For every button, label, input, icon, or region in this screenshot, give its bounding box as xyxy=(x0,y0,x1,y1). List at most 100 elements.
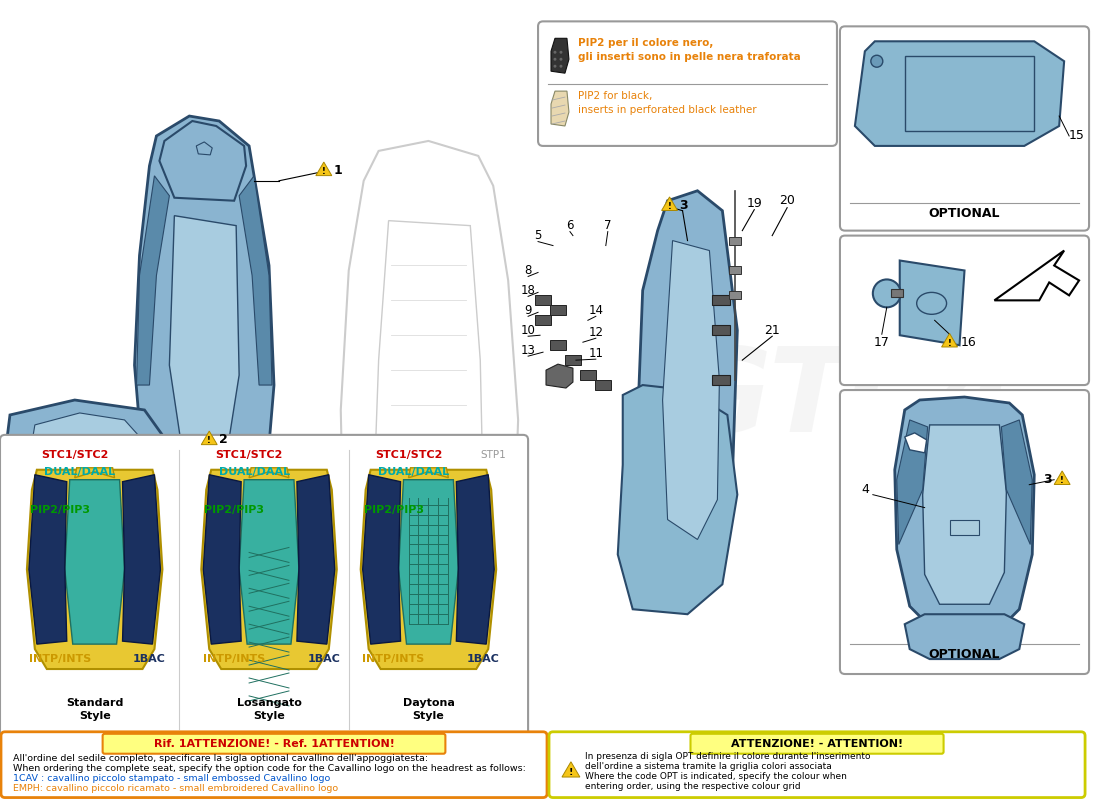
Text: 3: 3 xyxy=(680,199,689,212)
Polygon shape xyxy=(942,334,957,347)
Bar xyxy=(595,380,610,390)
Polygon shape xyxy=(201,431,217,445)
Bar xyxy=(565,355,581,365)
Text: Rif. 1ATTENZIONE! - Ref. 1ATTENTION!: Rif. 1ATTENZIONE! - Ref. 1ATTENTION! xyxy=(154,738,395,749)
FancyBboxPatch shape xyxy=(0,435,528,744)
Bar xyxy=(550,340,565,350)
Polygon shape xyxy=(855,42,1064,146)
Bar xyxy=(891,290,903,298)
Circle shape xyxy=(553,58,557,61)
Polygon shape xyxy=(361,470,496,669)
Bar xyxy=(729,266,741,274)
Polygon shape xyxy=(546,364,573,388)
Text: STC1/STC2: STC1/STC2 xyxy=(216,450,283,460)
Polygon shape xyxy=(923,425,1006,604)
Text: STC1/STC2: STC1/STC2 xyxy=(375,450,442,460)
FancyBboxPatch shape xyxy=(840,26,1089,230)
Text: Standard
Style: Standard Style xyxy=(66,698,123,721)
Polygon shape xyxy=(201,470,337,669)
Text: 1BAC: 1BAC xyxy=(307,654,340,664)
Text: INTP/INTS: INTP/INTS xyxy=(29,654,91,664)
Text: 12: 12 xyxy=(588,326,603,338)
Text: 18: 18 xyxy=(520,284,536,297)
Text: 1CAV : cavallino piccolo stampato - small embossed Cavallino logo: 1CAV : cavallino piccolo stampato - smal… xyxy=(13,774,330,783)
Polygon shape xyxy=(316,162,332,176)
Polygon shape xyxy=(894,397,1034,629)
Circle shape xyxy=(553,65,557,68)
FancyBboxPatch shape xyxy=(840,390,1089,674)
FancyBboxPatch shape xyxy=(549,732,1085,798)
Polygon shape xyxy=(896,420,927,545)
Bar xyxy=(713,326,730,335)
Polygon shape xyxy=(363,474,400,644)
Polygon shape xyxy=(249,468,289,478)
Polygon shape xyxy=(239,176,272,385)
Text: EMPH: cavallino piccolo ricamato - small embroidered Cavallino logo: EMPH: cavallino piccolo ricamato - small… xyxy=(13,784,338,793)
Bar xyxy=(535,315,551,326)
Text: !: ! xyxy=(569,768,573,777)
Text: Losangato
Style: Losangato Style xyxy=(236,698,301,721)
Polygon shape xyxy=(122,474,161,644)
Circle shape xyxy=(871,55,883,67)
Text: OPTIONAL: OPTIONAL xyxy=(928,207,1000,220)
Text: gli inserti sono in pelle nera traforata: gli inserti sono in pelle nera traforata xyxy=(578,52,801,62)
Circle shape xyxy=(560,58,562,61)
Text: PIP2/PIP3: PIP2/PIP3 xyxy=(205,505,264,514)
Polygon shape xyxy=(1054,471,1070,485)
Text: !: ! xyxy=(322,167,326,176)
Text: entering order, using the respective colour grid: entering order, using the respective col… xyxy=(585,782,801,791)
Circle shape xyxy=(872,279,901,307)
Polygon shape xyxy=(662,241,719,539)
Polygon shape xyxy=(398,480,459,644)
Polygon shape xyxy=(75,468,114,478)
Text: !: ! xyxy=(947,338,952,347)
Polygon shape xyxy=(134,116,274,565)
Bar xyxy=(580,370,596,380)
Text: 9: 9 xyxy=(525,304,531,317)
Polygon shape xyxy=(994,250,1079,300)
Polygon shape xyxy=(904,614,1024,659)
Polygon shape xyxy=(618,385,737,614)
Polygon shape xyxy=(169,216,239,470)
Polygon shape xyxy=(204,474,241,644)
Text: !: ! xyxy=(1060,476,1064,485)
Text: 7: 7 xyxy=(604,219,612,232)
Text: 10: 10 xyxy=(520,324,536,337)
Text: 15: 15 xyxy=(1069,130,1085,142)
Text: 17: 17 xyxy=(873,336,890,349)
Text: 14: 14 xyxy=(588,304,603,317)
FancyBboxPatch shape xyxy=(1,732,547,798)
Bar xyxy=(904,56,1034,131)
Text: In presenza di sigla OPT definire il colore durante l'inserimento: In presenza di sigla OPT definire il col… xyxy=(585,752,870,762)
Text: 1: 1 xyxy=(333,164,342,178)
Text: PIP2 per il colore nero,: PIP2 per il colore nero, xyxy=(578,38,713,48)
Bar xyxy=(713,375,730,385)
Text: PIP2 for black,: PIP2 for black, xyxy=(578,91,652,101)
Polygon shape xyxy=(661,197,678,210)
Text: !: ! xyxy=(668,202,671,211)
Polygon shape xyxy=(26,470,163,669)
Polygon shape xyxy=(239,480,299,644)
Text: When ordering the complete seat, specify the option code for the Cavallino logo : When ordering the complete seat, specify… xyxy=(13,764,526,773)
Polygon shape xyxy=(160,121,246,201)
Text: dell'ordine a sistema tramite la griglia colori associata: dell'ordine a sistema tramite la griglia… xyxy=(585,762,832,771)
Text: INTP/INTS: INTP/INTS xyxy=(362,654,425,664)
Text: 21: 21 xyxy=(764,324,780,337)
Circle shape xyxy=(560,65,562,68)
Polygon shape xyxy=(638,190,737,579)
Text: 8: 8 xyxy=(525,264,531,277)
Text: 13: 13 xyxy=(520,344,536,357)
Text: inserts in perforated black leather: inserts in perforated black leather xyxy=(578,105,757,115)
Bar xyxy=(535,295,551,306)
Circle shape xyxy=(560,50,562,54)
Text: STC1/STC2: STC1/STC2 xyxy=(41,450,109,460)
Text: Where the code OPT is indicated, specify the colour when: Where the code OPT is indicated, specify… xyxy=(585,772,847,781)
Bar xyxy=(729,291,741,299)
Polygon shape xyxy=(30,413,144,494)
Text: since 1985: since 1985 xyxy=(842,403,1071,537)
Text: DUAL/DAAL: DUAL/DAAL xyxy=(44,466,116,477)
Polygon shape xyxy=(408,468,449,478)
Text: 20: 20 xyxy=(779,194,795,207)
Text: 2: 2 xyxy=(219,434,228,446)
Text: 1BAC: 1BAC xyxy=(133,654,166,664)
